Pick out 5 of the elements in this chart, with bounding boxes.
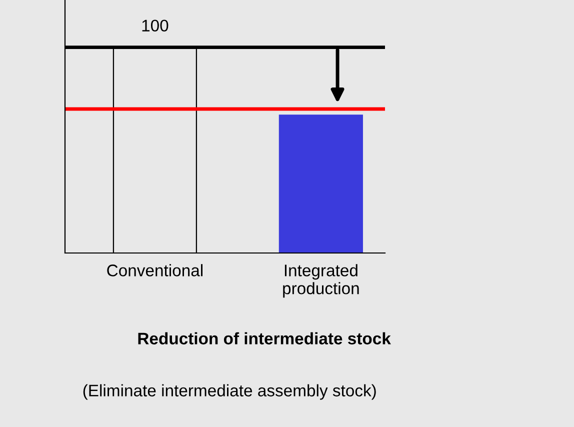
- text: (Eliminate intermediate assembly stock): [83, 384, 376, 400]
- x-tick-label: Conventional: [107, 264, 202, 276]
- text: Reduction of intermediate stock: [138, 332, 391, 344]
- x-tick-label: Integrated production: [283, 264, 359, 298]
- data-label: 100: [142, 20, 168, 32]
